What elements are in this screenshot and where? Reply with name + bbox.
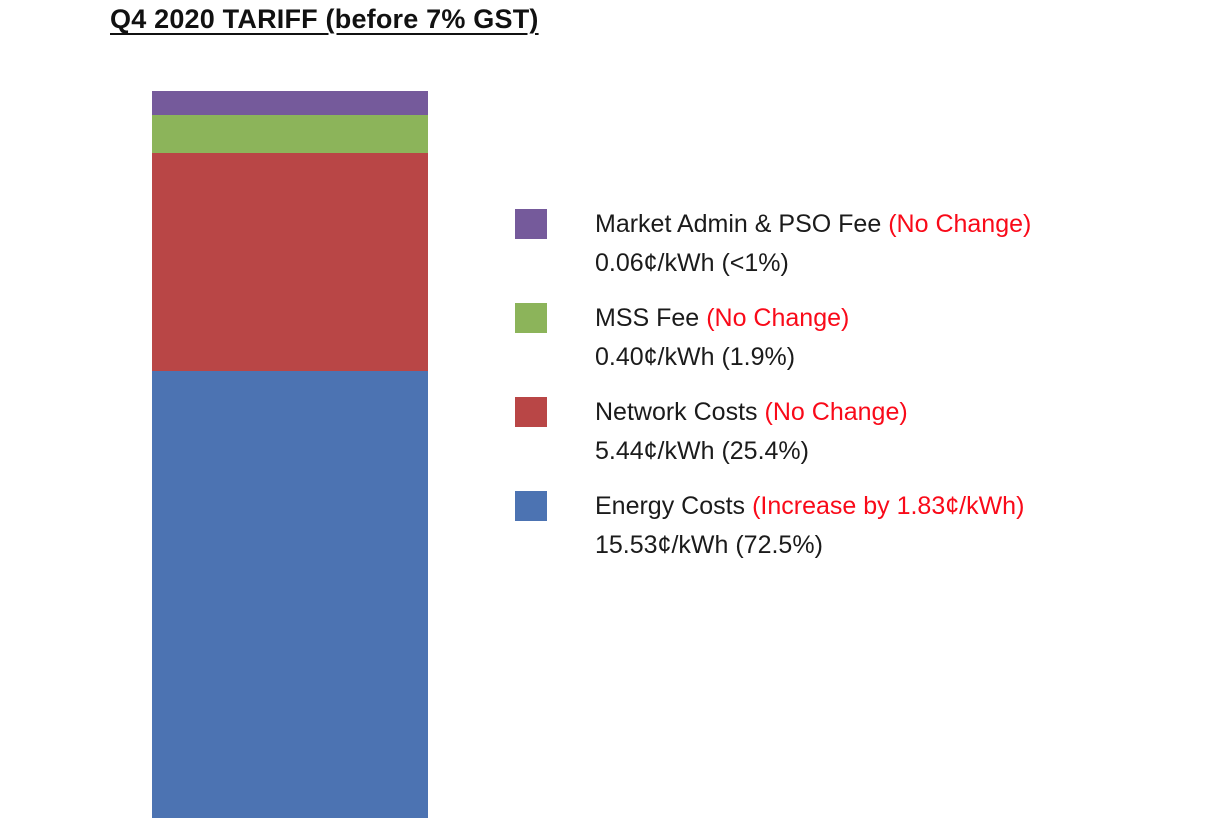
bar-segment-market-admin-pso-fee (152, 91, 428, 115)
bar-segment-energy-costs (152, 370, 428, 818)
legend-label: Network Costs (595, 398, 758, 426)
legend-change-note: (No Change) (764, 398, 908, 426)
bar-segment-mss-fee (152, 114, 428, 153)
legend-swatch-purple (515, 209, 547, 239)
legend: Market Admin & PSO Fee (No Change) 0.06¢/… (515, 205, 1031, 581)
legend-label: MSS Fee (595, 304, 700, 332)
legend-swatch-blue (515, 491, 547, 521)
legend-label: Market Admin & PSO Fee (595, 210, 882, 238)
legend-swatch-green (515, 303, 547, 333)
stacked-bar (152, 91, 428, 818)
legend-line-1: Energy Costs (Increase by 1.83¢/kWh) (595, 487, 1024, 526)
legend-detail: 15.53¢/kWh (72.5%) (595, 531, 823, 559)
legend-row-energy-costs: Energy Costs (Increase by 1.83¢/kWh) 15.5… (515, 487, 1031, 565)
legend-row-network-costs: Network Costs (No Change) 5.44¢/kWh (25.4… (515, 393, 1031, 471)
legend-row-market-admin-pso-fee: Market Admin & PSO Fee (No Change) 0.06¢/… (515, 205, 1031, 283)
legend-label: Energy Costs (595, 492, 746, 520)
legend-line-1: MSS Fee (No Change) (595, 299, 849, 338)
legend-detail: 0.40¢/kWh (1.9%) (595, 343, 796, 371)
chart-title: Q4 2020 TARIFF (before 7% GST) (110, 4, 539, 34)
legend-change-note: (Increase by 1.83¢/kWh) (752, 492, 1025, 520)
legend-row-mss-fee: MSS Fee (No Change) 0.40¢/kWh (1.9%) (515, 299, 1031, 377)
legend-change-note: (No Change) (888, 210, 1032, 238)
legend-swatch-red (515, 397, 547, 427)
bar-segment-network-costs (152, 152, 428, 371)
legend-detail: 5.44¢/kWh (25.4%) (595, 437, 809, 465)
legend-line-1: Network Costs (No Change) (595, 393, 908, 432)
legend-change-note: (No Change) (706, 304, 850, 332)
legend-detail: 0.06¢/kWh (<1%) (595, 249, 789, 277)
legend-line-1: Market Admin & PSO Fee (No Change) (595, 205, 1031, 244)
